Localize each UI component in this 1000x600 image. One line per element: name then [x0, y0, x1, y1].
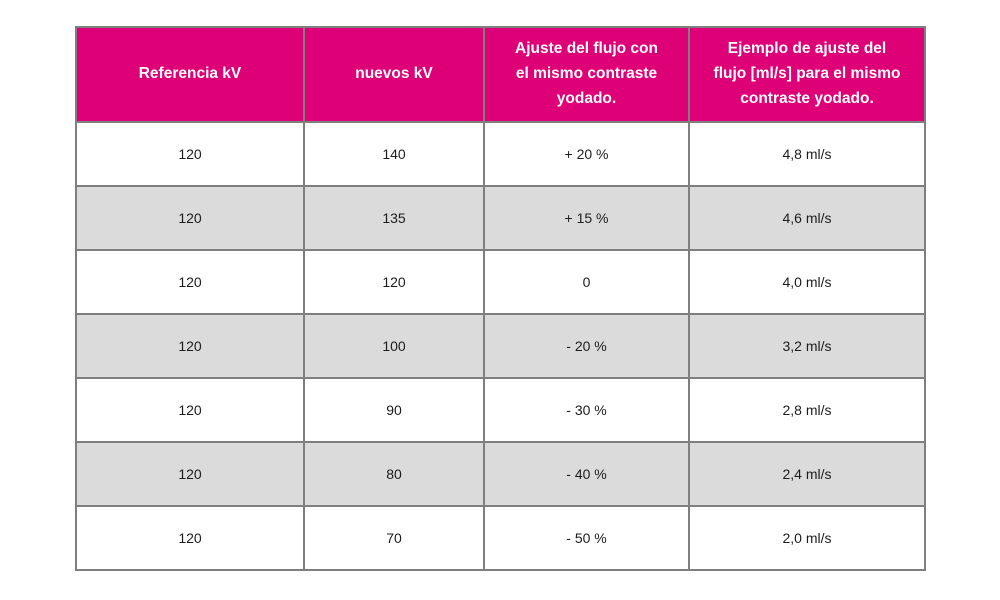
cell-referencia-kv: 120 — [75, 249, 305, 315]
table-header-row: Referencia kV nuevos kV Ajuste del flujo… — [75, 26, 926, 123]
column-header-referencia-kv: Referencia kV — [75, 26, 305, 123]
table-row: 120 100 - 20 % 3,2 ml/s — [75, 313, 926, 379]
cell-referencia-kv: 120 — [75, 121, 305, 187]
table-row: 120 135 + 15 % 4,6 ml/s — [75, 185, 926, 251]
kv-flow-adjustment-table: Referencia kV nuevos kV Ajuste del flujo… — [75, 26, 926, 571]
table-row: 120 120 0 4,0 ml/s — [75, 249, 926, 315]
cell-nuevos-kv: 140 — [303, 121, 485, 187]
cell-ejemplo-ajuste: 2,8 ml/s — [688, 377, 926, 443]
cell-ajuste-flujo: + 15 % — [483, 185, 690, 251]
table-row: 120 70 - 50 % 2,0 ml/s — [75, 505, 926, 571]
table-row: 120 80 - 40 % 2,4 ml/s — [75, 441, 926, 507]
cell-ajuste-flujo: 0 — [483, 249, 690, 315]
cell-ejemplo-ajuste: 2,0 ml/s — [688, 505, 926, 571]
cell-nuevos-kv: 100 — [303, 313, 485, 379]
cell-nuevos-kv: 120 — [303, 249, 485, 315]
column-header-ajuste-flujo: Ajuste del flujo con el mismo contraste … — [483, 26, 690, 123]
cell-ajuste-flujo: - 20 % — [483, 313, 690, 379]
cell-referencia-kv: 120 — [75, 441, 305, 507]
cell-nuevos-kv: 80 — [303, 441, 485, 507]
table-row: 120 140 + 20 % 4,8 ml/s — [75, 121, 926, 187]
cell-nuevos-kv: 135 — [303, 185, 485, 251]
table-body: 120 140 + 20 % 4,8 ml/s 120 135 + 15 % 4… — [75, 121, 926, 571]
cell-ajuste-flujo: - 50 % — [483, 505, 690, 571]
cell-ejemplo-ajuste: 4,0 ml/s — [688, 249, 926, 315]
cell-referencia-kv: 120 — [75, 505, 305, 571]
cell-ejemplo-ajuste: 4,8 ml/s — [688, 121, 926, 187]
cell-ejemplo-ajuste: 2,4 ml/s — [688, 441, 926, 507]
column-header-ejemplo-ajuste: Ejemplo de ajuste del flujo [ml/s] para … — [688, 26, 926, 123]
cell-ejemplo-ajuste: 4,6 ml/s — [688, 185, 926, 251]
cell-ajuste-flujo: + 20 % — [483, 121, 690, 187]
cell-referencia-kv: 120 — [75, 377, 305, 443]
cell-nuevos-kv: 70 — [303, 505, 485, 571]
cell-ajuste-flujo: - 40 % — [483, 441, 690, 507]
cell-ejemplo-ajuste: 3,2 ml/s — [688, 313, 926, 379]
cell-referencia-kv: 120 — [75, 185, 305, 251]
cell-ajuste-flujo: - 30 % — [483, 377, 690, 443]
table-row: 120 90 - 30 % 2,8 ml/s — [75, 377, 926, 443]
cell-referencia-kv: 120 — [75, 313, 305, 379]
column-header-nuevos-kv: nuevos kV — [303, 26, 485, 123]
cell-nuevos-kv: 90 — [303, 377, 485, 443]
